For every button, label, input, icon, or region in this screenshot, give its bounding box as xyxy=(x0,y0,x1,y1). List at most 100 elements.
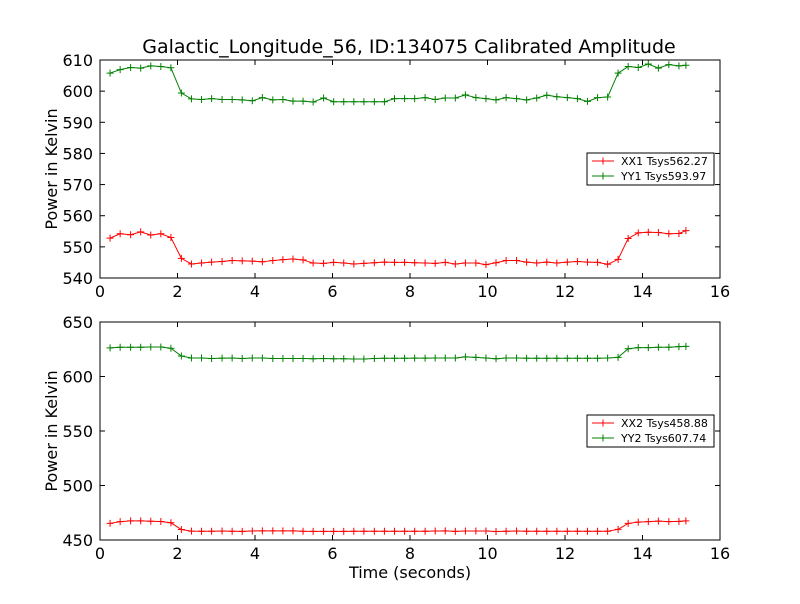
x-tick-label: 10 xyxy=(477,544,497,563)
data-point xyxy=(431,527,439,535)
data-point xyxy=(461,259,469,267)
data-point xyxy=(147,62,155,70)
data-point xyxy=(411,527,419,535)
data-point xyxy=(116,66,124,74)
data-point xyxy=(269,355,277,363)
data-point xyxy=(533,527,541,535)
data-point xyxy=(654,517,662,525)
data-point xyxy=(330,355,338,363)
data-point xyxy=(513,257,521,265)
data-point xyxy=(573,527,581,535)
x-tick-label: 6 xyxy=(327,544,337,563)
data-point xyxy=(543,91,551,99)
data-point xyxy=(411,259,419,267)
x-tick-label: 16 xyxy=(710,282,730,301)
data-point xyxy=(228,96,236,104)
data-point xyxy=(553,354,561,362)
data-point xyxy=(411,354,419,362)
series-2 xyxy=(106,60,690,106)
data-point xyxy=(309,259,317,267)
data-point xyxy=(472,527,480,535)
data-point xyxy=(563,258,571,266)
data-point xyxy=(228,257,236,265)
data-point xyxy=(350,98,358,106)
y-tick-label: 450 xyxy=(62,531,93,550)
data-point xyxy=(360,259,368,267)
panel-1: 0 2 4 6 8 10 12 14 16 540 550 560 570 580 590 600 610 Pow… xyxy=(42,51,730,301)
data-point xyxy=(157,63,165,71)
data-point xyxy=(492,96,500,104)
data-point xyxy=(421,259,429,267)
data-point xyxy=(665,518,673,526)
data-point xyxy=(644,228,652,236)
data-point xyxy=(563,527,571,535)
x-tick-label: 8 xyxy=(405,282,415,301)
data-point xyxy=(604,93,612,101)
data-point xyxy=(340,355,348,363)
series-2 xyxy=(106,342,690,363)
data-point xyxy=(624,234,632,242)
data-point xyxy=(583,97,591,105)
data-point xyxy=(127,343,135,351)
data-point xyxy=(279,355,287,363)
data-point xyxy=(350,355,358,363)
legend-marker xyxy=(599,157,607,165)
data-point xyxy=(269,96,277,104)
legend-box xyxy=(586,152,715,186)
data-point xyxy=(147,517,155,525)
data-point xyxy=(421,527,429,535)
data-point xyxy=(563,354,571,362)
x-axis-label: Time (seconds) xyxy=(348,563,471,582)
series-line xyxy=(109,520,686,533)
data-point xyxy=(380,258,388,266)
data-point xyxy=(299,97,307,105)
data-point xyxy=(218,257,226,265)
y-tick-label: 580 xyxy=(62,144,93,163)
data-point xyxy=(309,527,317,535)
data-point xyxy=(208,527,216,535)
legend-marker xyxy=(599,172,607,180)
y-tick-label: 590 xyxy=(62,113,93,132)
data-point xyxy=(289,527,297,535)
data-point xyxy=(330,258,338,266)
data-point xyxy=(370,527,378,535)
data-point xyxy=(533,94,541,102)
data-point xyxy=(665,343,673,351)
data-point xyxy=(553,259,561,267)
legend: XX1 Tsys562.27 YY1 Tsys593.97 xyxy=(586,152,715,186)
data-point xyxy=(624,63,632,71)
data-point xyxy=(238,96,246,104)
x-tick-label: 14 xyxy=(632,544,652,563)
y-tick-label: 550 xyxy=(62,238,93,257)
data-point xyxy=(279,256,287,264)
data-point xyxy=(157,343,165,351)
data-point xyxy=(370,259,378,267)
x-tick-label: 6 xyxy=(327,282,337,301)
data-point xyxy=(258,527,266,535)
data-point xyxy=(421,354,429,362)
data-point xyxy=(654,229,662,237)
data-point xyxy=(208,258,216,266)
data-point xyxy=(614,353,622,361)
data-point xyxy=(563,94,571,102)
y-tick-label: 540 xyxy=(62,269,93,288)
data-point xyxy=(634,518,642,526)
data-point xyxy=(187,260,195,268)
data-point xyxy=(614,525,622,533)
data-point xyxy=(198,527,206,535)
data-point xyxy=(482,95,490,103)
data-point xyxy=(116,343,124,351)
chart-title: Galactic_Longitude_56, ID:134075 Calibra… xyxy=(142,36,675,58)
data-point xyxy=(451,94,459,102)
data-point xyxy=(682,227,690,235)
legend-label: YY1 Tsys593.97 xyxy=(620,170,706,183)
data-point xyxy=(675,517,683,525)
data-point xyxy=(492,527,500,535)
data-point xyxy=(208,355,216,363)
data-point xyxy=(289,255,297,263)
data-point xyxy=(198,96,206,104)
data-point xyxy=(502,354,510,362)
data-point xyxy=(187,95,195,103)
data-point xyxy=(573,354,581,362)
